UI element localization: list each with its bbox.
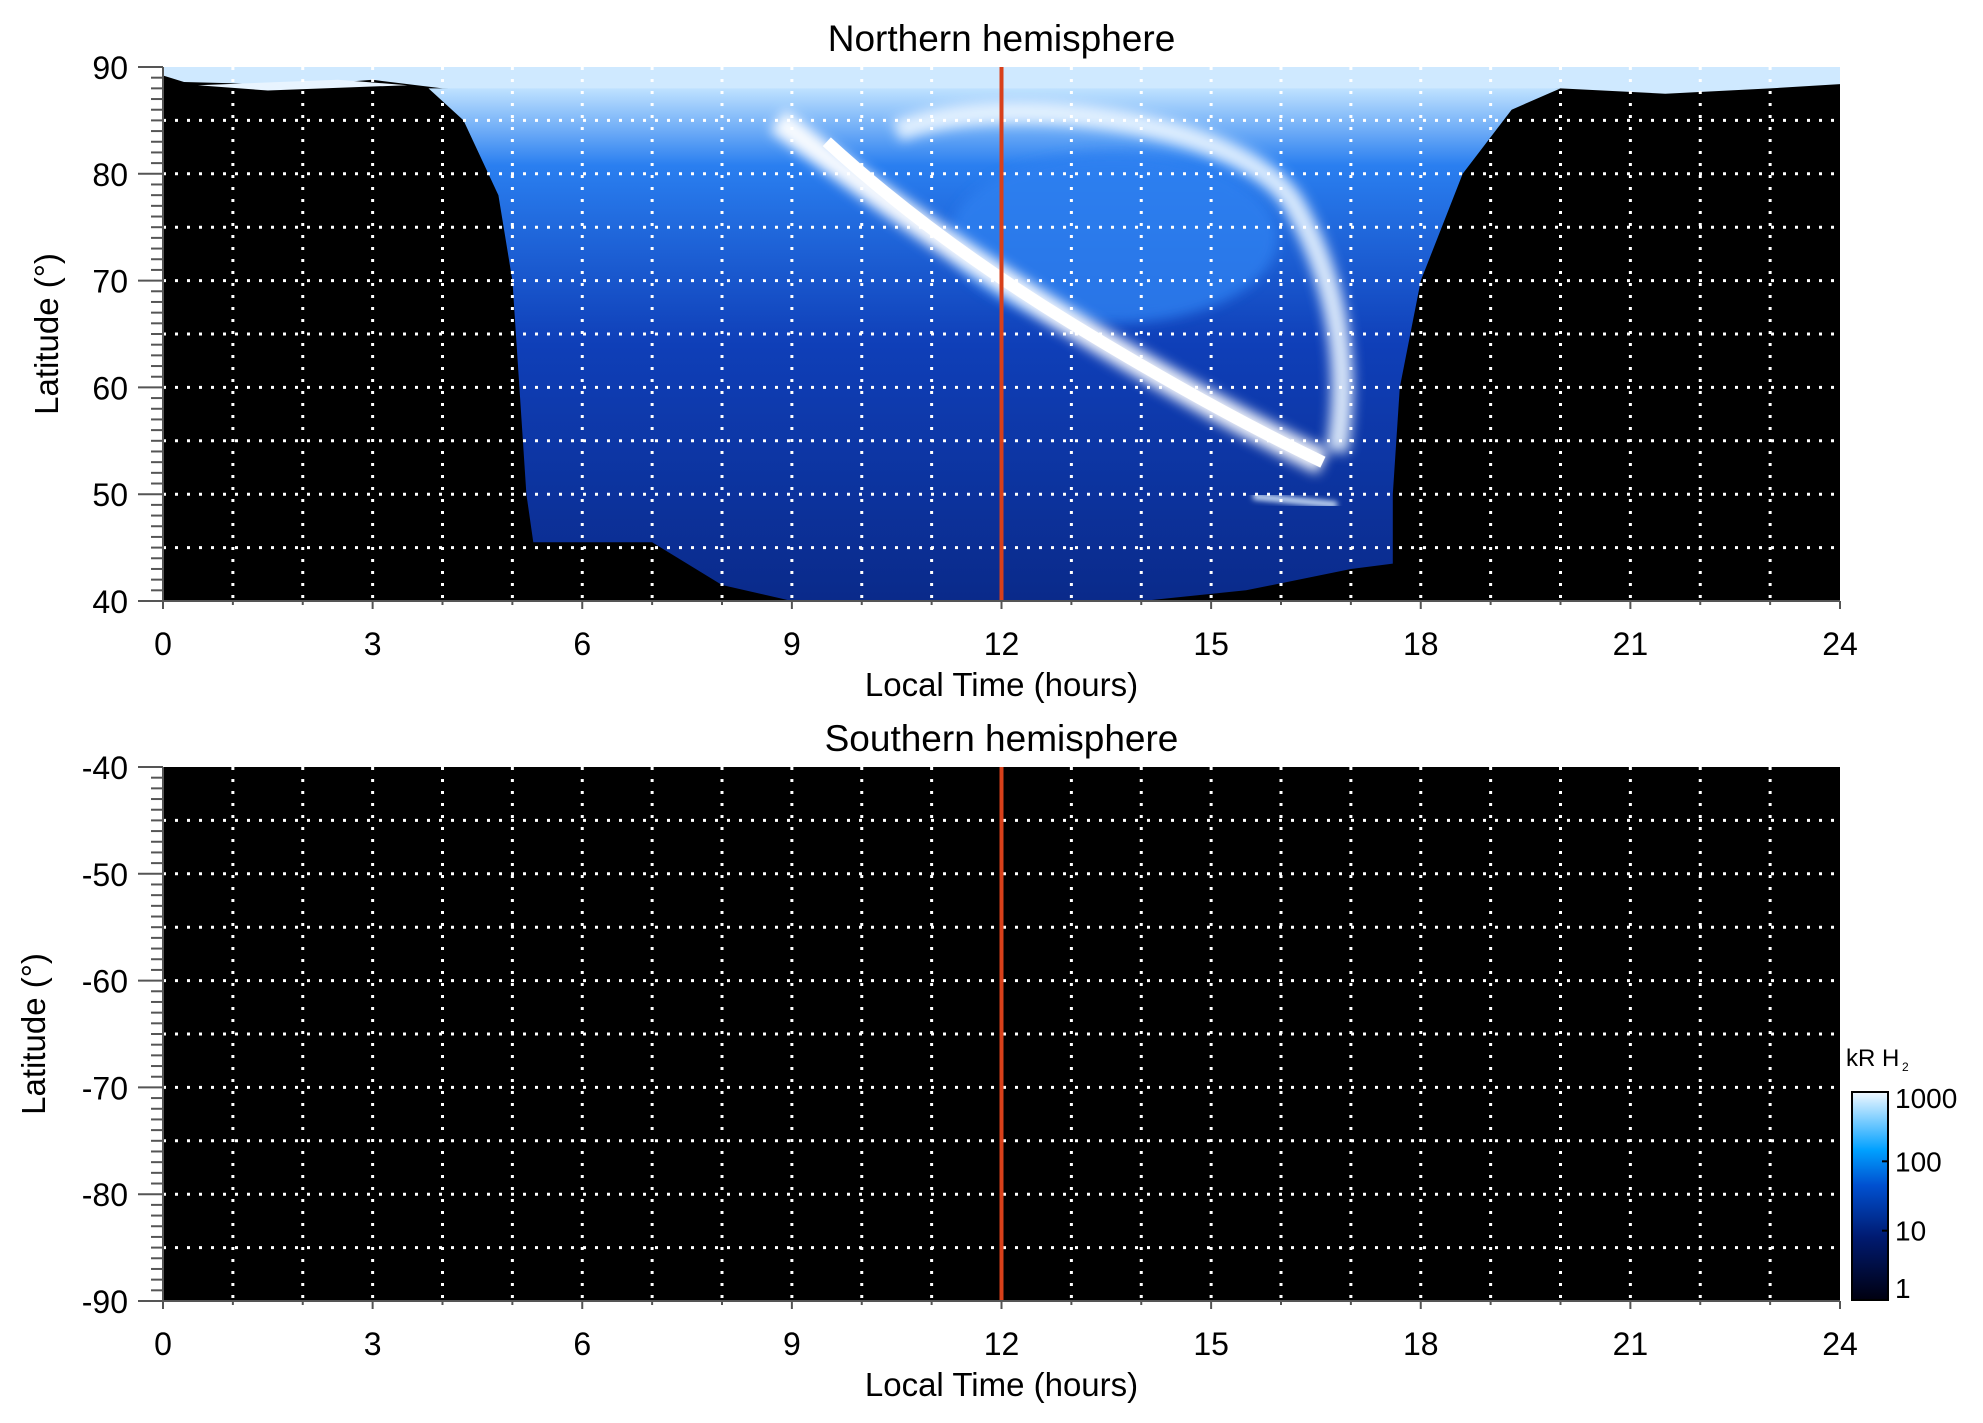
colorbar-tick-label: 100 xyxy=(1895,1146,1942,1177)
x-tick-label: 18 xyxy=(1403,626,1439,662)
y-tick-label: -60 xyxy=(82,964,128,1000)
colorbar-tick-label: 1000 xyxy=(1895,1083,1957,1114)
x-tick-label: 21 xyxy=(1613,1326,1649,1362)
panel-title: Northern hemisphere xyxy=(828,18,1176,59)
y-tick-label: -40 xyxy=(82,750,128,786)
auroral-oval-interior xyxy=(949,152,1278,324)
polar-cap-streak xyxy=(197,79,408,91)
emission-region xyxy=(428,88,1561,601)
x-tick-label: 18 xyxy=(1403,1326,1439,1362)
x-axis-label: Local Time (hours) xyxy=(865,666,1138,703)
y-axis-label: Latitude (°) xyxy=(15,953,52,1115)
y-tick-label: 40 xyxy=(92,584,128,620)
y-tick-label: -70 xyxy=(82,1070,128,1106)
x-tick-label: 0 xyxy=(154,626,172,662)
colorbar-tick-label: 1 xyxy=(1895,1273,1911,1304)
colorbar-gradient xyxy=(1851,1091,1889,1301)
colorbar-label-subscript: 2 xyxy=(1902,1060,1909,1074)
x-tick-label: 6 xyxy=(573,626,591,662)
x-tick-label: 21 xyxy=(1613,626,1649,662)
colorbar-tick-label: 10 xyxy=(1895,1216,1926,1247)
y-axis-label: Latitude (°) xyxy=(28,253,65,415)
southern-panel: 0 3 6 9 12 15 18 21 24 -40 -50 -60 -70 -80 -90 Southern… xyxy=(15,718,1858,1403)
y-tick-label: -50 xyxy=(82,857,128,893)
y-tick-label: 50 xyxy=(92,477,128,513)
x-tick-label: 12 xyxy=(984,1326,1020,1362)
northern-panel: 0 3 6 9 12 15 18 21 24 40 50 60 70 80 90 Northern hemis… xyxy=(28,18,1858,703)
x-tick-label: 6 xyxy=(573,1326,591,1362)
y-tick-label: 80 xyxy=(92,157,128,193)
y-tick-label: -80 xyxy=(82,1177,128,1213)
aurora-emission xyxy=(163,67,1840,601)
x-tick-label: 0 xyxy=(154,1326,172,1362)
panel-title: Southern hemisphere xyxy=(825,718,1179,759)
x-tick-label: 9 xyxy=(783,626,801,662)
y-tick-label: 60 xyxy=(92,370,128,406)
colorbar: kR H 2 1 10 100 1000 xyxy=(1846,1045,1957,1304)
x-tick-label: 24 xyxy=(1822,626,1858,662)
x-tick-label: 15 xyxy=(1193,1326,1229,1362)
x-tick-label: 24 xyxy=(1822,1326,1858,1362)
x-tick-label: 9 xyxy=(783,1326,801,1362)
y-tick-label: -90 xyxy=(82,1284,128,1320)
y-tick-label: 90 xyxy=(92,50,128,86)
colorbar-label: kR H xyxy=(1846,1045,1899,1072)
auroral-spot xyxy=(1252,493,1338,508)
x-tick-label: 12 xyxy=(984,626,1020,662)
bright-auroral-arc-core xyxy=(822,137,1326,468)
x-axis-label: Local Time (hours) xyxy=(865,1366,1138,1403)
x-tick-label: 15 xyxy=(1193,626,1229,662)
y-tick-label: 70 xyxy=(92,264,128,300)
x-tick-label: 3 xyxy=(364,626,382,662)
x-tick-label: 3 xyxy=(364,1326,382,1362)
